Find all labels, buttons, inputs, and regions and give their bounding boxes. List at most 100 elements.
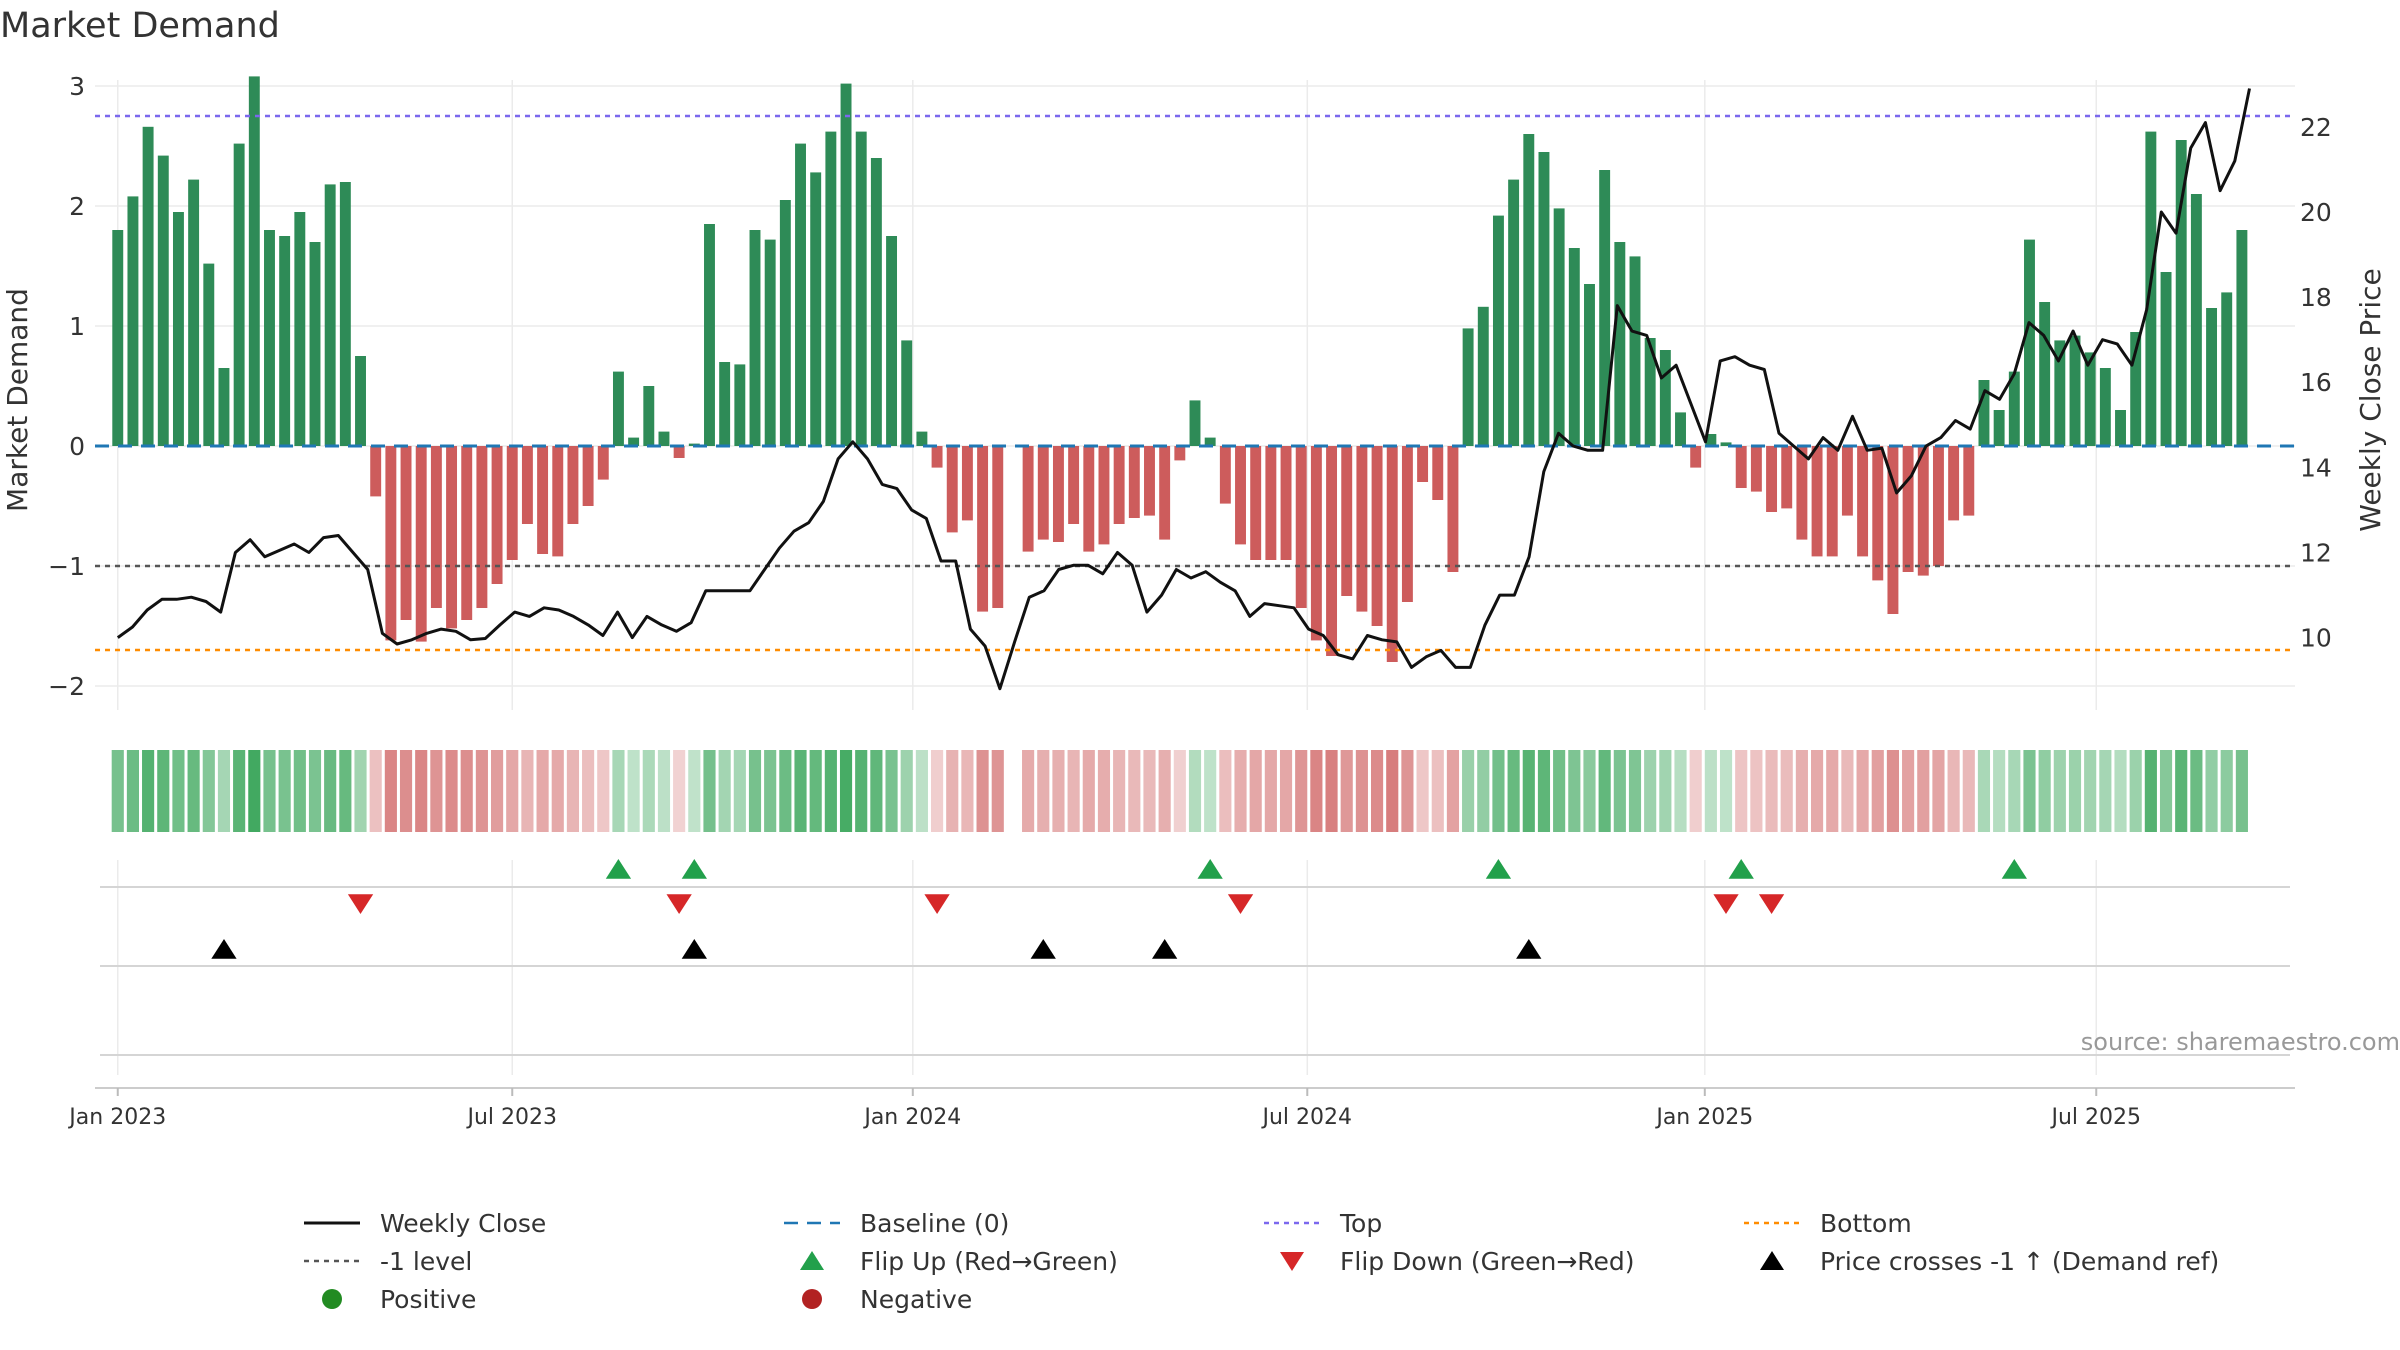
demand-bar-positive xyxy=(1599,170,1611,446)
band-cell xyxy=(2205,750,2218,832)
legend-label: Top xyxy=(1340,1208,1383,1238)
bottom-legend-symbol-icon xyxy=(1744,1221,1800,1225)
band-cell xyxy=(1249,750,1262,832)
band-cell xyxy=(1719,750,1733,832)
band-cell xyxy=(748,750,762,832)
demand-bar-positive xyxy=(2069,335,2081,446)
demand-bar-positive xyxy=(339,182,351,446)
demand-bar-positive xyxy=(2236,230,2248,446)
flip-down-marker xyxy=(666,894,692,914)
demand-bar-positive xyxy=(264,230,275,446)
band-cell xyxy=(809,750,822,832)
legend-label: Positive xyxy=(380,1284,477,1314)
flip-up-marker xyxy=(1197,859,1223,879)
band-cell xyxy=(1932,750,1945,832)
demand-bar-negative xyxy=(992,446,1004,608)
band-cell xyxy=(278,750,291,832)
demand-bar-positive xyxy=(2084,352,2096,446)
band-cell xyxy=(1113,750,1126,832)
band-cell xyxy=(1795,750,1808,832)
band-cell xyxy=(1735,750,1748,832)
band-cell xyxy=(415,750,428,832)
demand-bar-positive xyxy=(658,431,670,446)
chart-title: Market Demand xyxy=(0,6,280,46)
band-cell xyxy=(1613,750,1626,832)
demand-bar-negative xyxy=(400,446,412,620)
band-cell xyxy=(157,750,170,832)
demand-bar-negative xyxy=(673,446,685,458)
band-cell xyxy=(582,750,595,832)
band-cell xyxy=(733,750,746,832)
x-tick-label: Jan 2024 xyxy=(862,1105,961,1130)
demand-bar-negative xyxy=(385,446,397,641)
demand-bar-positive xyxy=(1508,179,1520,446)
demand-bar-positive xyxy=(2115,410,2126,446)
demand-bar-negative xyxy=(1948,446,1960,521)
band-cell xyxy=(2159,750,2173,832)
band-cell xyxy=(399,750,413,832)
x-tick-label: Jul 2025 xyxy=(2049,1105,2141,1130)
legend-label: Flip Down (Green→Red) xyxy=(1340,1246,1635,1276)
demand-bars xyxy=(112,76,2248,662)
band-cell xyxy=(1037,750,1050,832)
band-cell xyxy=(2235,750,2248,832)
band-cell xyxy=(597,750,610,832)
band-cell xyxy=(2068,750,2082,832)
band-cell xyxy=(2084,750,2097,832)
demand-bar-positive xyxy=(1568,248,1580,446)
demand-bar-positive xyxy=(2221,292,2233,446)
demand-bar-positive xyxy=(142,126,154,447)
demand-bar-negative xyxy=(1872,446,1884,581)
demand-bar-negative xyxy=(1917,446,1929,576)
cross-legend-symbol-icon xyxy=(1760,1251,1784,1270)
band-cell xyxy=(1477,750,1490,832)
band-cell xyxy=(475,750,488,832)
band-cell xyxy=(202,750,215,832)
band-cell xyxy=(885,750,898,832)
demand-bar-positive xyxy=(1705,434,1717,446)
band-cell xyxy=(354,750,367,832)
band-cell xyxy=(248,750,261,832)
y2-tick-label: 12 xyxy=(2300,539,2332,568)
demand-bar-positive xyxy=(355,356,366,446)
demand-bar-negative xyxy=(1083,446,1095,552)
band-cell xyxy=(142,750,155,832)
demand-bar-positive xyxy=(1644,338,1656,446)
demand-bar-negative xyxy=(430,446,442,608)
demand-bar-negative xyxy=(1356,446,1368,612)
positive-legend-symbol-icon xyxy=(322,1289,342,1309)
band-cell xyxy=(217,750,231,832)
demand-bar-positive xyxy=(870,158,882,446)
band-cell xyxy=(1977,750,1991,832)
demand-bar-positive xyxy=(2054,340,2066,446)
demand-bar-positive xyxy=(2190,194,2202,446)
demand-bar-negative xyxy=(1766,446,1778,512)
demand-bar-positive xyxy=(279,236,291,446)
demand-bar-positive xyxy=(901,340,913,446)
demand-bar-negative xyxy=(476,446,488,608)
demand-bar-positive xyxy=(719,362,731,446)
y2-tick-label: 22 xyxy=(2300,113,2332,142)
demand-bar-positive xyxy=(2099,368,2111,446)
demand-bar-negative xyxy=(1037,446,1049,540)
band-cell xyxy=(1553,750,1566,832)
band-cell xyxy=(1067,750,1080,832)
flip-down-marker xyxy=(1713,894,1739,914)
demand-bar-negative xyxy=(552,446,564,557)
demand-bar-positive xyxy=(127,196,139,446)
band-cell xyxy=(1583,750,1596,832)
demand-bar-positive xyxy=(855,131,867,446)
legend-label: Negative xyxy=(860,1284,973,1314)
legend-label: Bottom xyxy=(1820,1208,1912,1238)
cross-up-marker xyxy=(1152,939,1178,959)
band-cell xyxy=(1522,750,1535,832)
demand-bar-negative xyxy=(461,446,473,620)
band-cell xyxy=(2099,750,2112,832)
demand-bar-positive xyxy=(764,239,776,446)
y2-tick-label: 10 xyxy=(2300,624,2332,653)
band-cell xyxy=(1386,750,1399,832)
demand-bar-negative xyxy=(1128,446,1140,518)
band-cell xyxy=(703,750,716,832)
demand-bar-negative xyxy=(537,446,549,554)
